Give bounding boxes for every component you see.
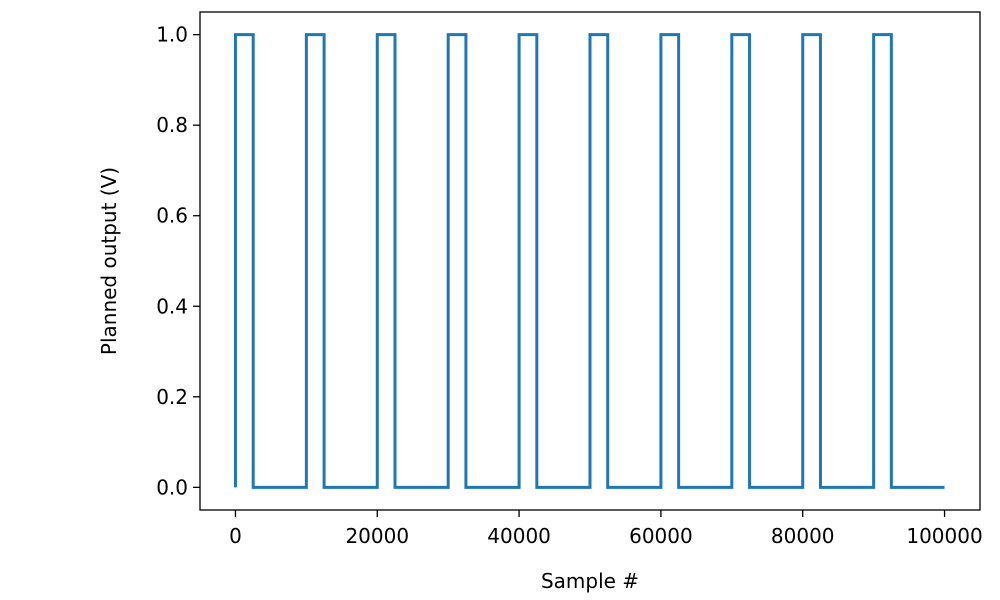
y-tick-label: 0.4: [156, 294, 188, 318]
axes-frame: [199, 11, 981, 511]
x-tick-label: 100000: [906, 524, 982, 548]
x-tick-label: 20000: [345, 524, 409, 548]
x-axis-label: Sample #: [541, 569, 639, 593]
y-tick-label: 0.0: [156, 475, 188, 499]
series-line-0: [233, 33, 945, 489]
y-axis: 0.0 0.2 0.4 0.6 0.8 1.0: [156, 23, 200, 499]
x-tick-label: 80000: [771, 524, 835, 548]
x-tick-label: 60000: [629, 524, 693, 548]
x-tick-label: 40000: [487, 524, 551, 548]
y-axis-label: Planned output (V): [97, 167, 121, 355]
y-tick-label: 1.0: [156, 23, 188, 47]
x-axis: 0 20000 40000 60000 80000 100000: [229, 510, 983, 548]
x-tick-label: 0: [229, 524, 242, 548]
y-tick-label: 0.6: [156, 204, 188, 228]
y-tick-label: 0.8: [156, 113, 188, 137]
y-tick-label: 0.2: [156, 385, 188, 409]
plot-area: [233, 33, 945, 489]
